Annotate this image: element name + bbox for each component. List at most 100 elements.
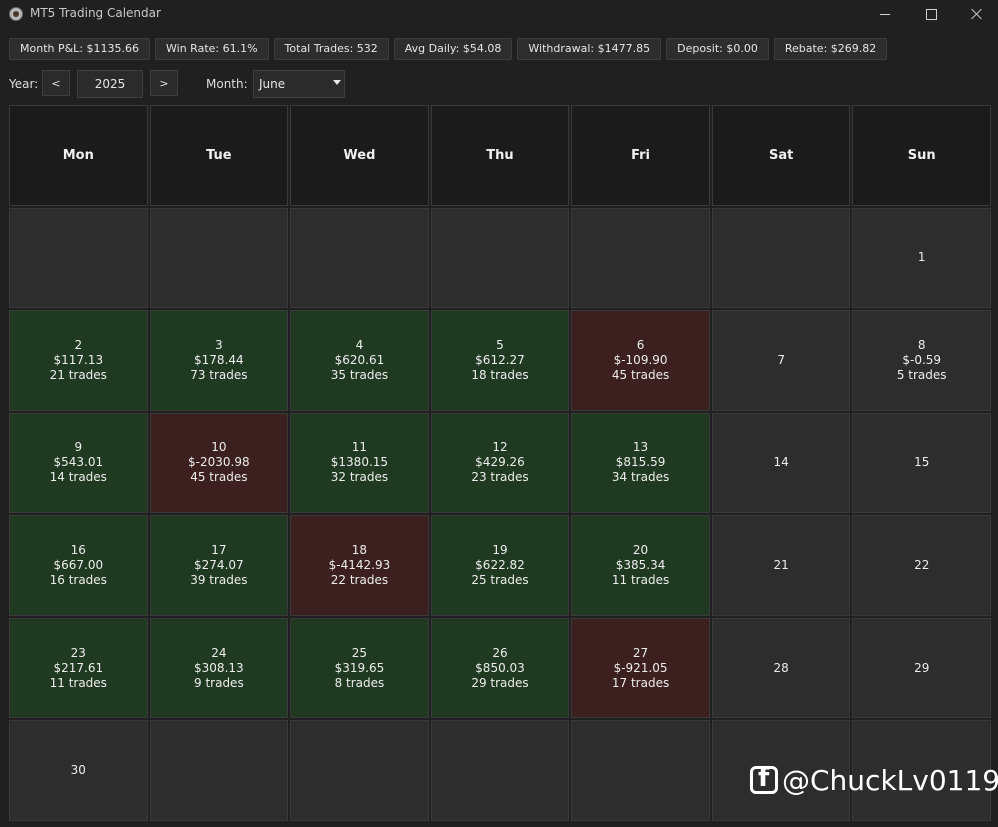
day-pnl: $667.00	[53, 558, 104, 573]
day-number: 15	[914, 455, 930, 470]
day-trades: 39 trades	[190, 573, 248, 588]
next-year-button[interactable]: >	[150, 70, 178, 96]
calendar-day-cell[interactable]: 13 $815.59 34 trades	[571, 412, 710, 514]
day-pnl: $274.07	[194, 558, 244, 573]
calendar-day-cell[interactable]: 3 $178.44 73 trades	[149, 310, 289, 411]
day-pnl: $-921.05	[613, 660, 668, 675]
day-pnl: $385.34	[615, 558, 666, 573]
day-pnl: $1380.15	[330, 455, 389, 470]
day-number: 2	[74, 337, 83, 352]
day-pnl: $-109.90	[613, 352, 668, 367]
year-input[interactable]: 2025	[77, 70, 143, 98]
day-trades: 29 trades	[471, 675, 529, 690]
calendar-day-cell[interactable]: 25 $319.65 8 trades	[290, 617, 429, 719]
prev-year-button[interactable]: <	[42, 70, 70, 96]
calendar-day-cell[interactable]: 16 $667.00 16 trades	[9, 515, 148, 616]
calendar-day-cell[interactable]: 26 $850.03 29 trades	[430, 617, 570, 719]
day-pnl: $429.26	[475, 455, 525, 470]
calendar-empty-cell	[430, 207, 570, 309]
day-trades: 32 trades	[330, 470, 389, 485]
stat-withdrawal: Withdrawal: $1477.85	[517, 38, 662, 60]
day-pnl: $620.61	[334, 352, 385, 367]
calendar-day-cell[interactable]: 7	[711, 310, 851, 411]
day-number: 5	[496, 337, 504, 352]
calendar-day-cell[interactable]: 24 $308.13 9 trades	[149, 617, 289, 719]
day-trades: 45 trades	[611, 367, 670, 382]
calendar-day-cell[interactable]: 8 $-0.59 5 trades	[852, 310, 991, 411]
day-trades: 17 trades	[611, 675, 670, 690]
month-select[interactable]: June	[253, 70, 345, 98]
close-icon	[971, 8, 983, 20]
day-number: 22	[914, 558, 930, 573]
day-number: 14	[773, 455, 789, 470]
calendar-empty-cell	[149, 207, 289, 309]
day-trades: 45 trades	[190, 470, 248, 485]
day-pnl: $117.13	[53, 352, 104, 367]
month-select-value: June	[259, 77, 286, 91]
weekday-header: Fri	[571, 105, 710, 206]
day-pnl: $612.27	[475, 352, 525, 367]
close-button[interactable]	[954, 0, 998, 28]
day-trades: 14 trades	[49, 470, 107, 485]
day-number: 23	[70, 645, 86, 660]
calendar-day-cell[interactable]: 12 $429.26 23 trades	[430, 412, 570, 514]
day-number: 9	[74, 440, 83, 455]
calendar-empty-cell	[852, 720, 991, 821]
weekday-header: Sat	[711, 105, 851, 206]
calendar-day-cell[interactable]: 23 $217.61 11 trades	[9, 617, 148, 719]
calendar-day-cell[interactable]: 2 $117.13 21 trades	[9, 310, 148, 411]
day-trades: 73 trades	[190, 367, 248, 382]
calendar-empty-cell	[290, 720, 429, 821]
day-number: 3	[215, 337, 223, 352]
calendar-day-cell[interactable]: 17 $274.07 39 trades	[149, 515, 289, 616]
day-pnl: $-0.59	[902, 352, 942, 367]
calendar-day-cell[interactable]: 20 $385.34 11 trades	[571, 515, 710, 616]
day-pnl: $308.13	[194, 660, 244, 675]
calendar-day-cell[interactable]: 15	[852, 412, 991, 514]
calendar-empty-cell	[430, 720, 570, 821]
day-trades: 23 trades	[471, 470, 529, 485]
day-number: 8	[917, 337, 926, 352]
calendar-day-cell[interactable]: 19 $622.82 25 trades	[430, 515, 570, 616]
window-title: MT5 Trading Calendar	[30, 6, 161, 20]
day-trades: 9 trades	[194, 675, 244, 690]
calendar-day-cell[interactable]: 4 $620.61 35 trades	[290, 310, 429, 411]
day-number: 10	[211, 440, 227, 455]
calendar-day-cell[interactable]: 5 $612.27 18 trades	[430, 310, 570, 411]
maximize-icon	[925, 8, 937, 20]
year-label: Year:	[9, 77, 39, 91]
day-number: 20	[632, 543, 649, 558]
day-trades: 11 trades	[611, 573, 670, 588]
day-number: 26	[492, 645, 508, 660]
calendar-day-cell[interactable]: 10 $-2030.98 45 trades	[149, 412, 289, 514]
stat-win-rate: Win Rate: 61.1%	[155, 38, 269, 60]
day-number: 27	[632, 645, 649, 660]
minimize-button[interactable]	[862, 0, 908, 28]
calendar-empty-cell	[290, 207, 429, 309]
day-pnl: $217.61	[53, 660, 104, 675]
day-number: 19	[492, 543, 508, 558]
calendar-day-cell[interactable]: 14	[711, 412, 851, 514]
stat-total-trades: Total Trades: 532	[273, 38, 389, 60]
day-number: 17	[211, 543, 227, 558]
calendar-day-cell[interactable]: 18 $-4142.93 22 trades	[290, 515, 429, 616]
calendar-day-cell[interactable]: 1	[852, 207, 991, 309]
calendar-day-cell[interactable]: 30	[9, 720, 148, 821]
day-number: 18	[351, 543, 368, 558]
calendar-day-cell[interactable]: 9 $543.01 14 trades	[9, 412, 148, 514]
calendar-day-cell[interactable]: 21	[711, 515, 851, 616]
day-pnl: $-2030.98	[188, 455, 250, 470]
calendar-day-cell[interactable]: 11 $1380.15 32 trades	[290, 412, 429, 514]
day-number: 29	[914, 660, 930, 675]
watermark: @ChuckLv0119	[750, 762, 998, 798]
calendar-day-cell[interactable]: 6 $-109.90 45 trades	[571, 310, 710, 411]
maximize-button[interactable]	[908, 0, 954, 28]
day-number: 13	[632, 440, 649, 455]
date-controls: Year: < 2025 > Month: June	[9, 70, 409, 98]
calendar-day-cell[interactable]: 22	[852, 515, 991, 616]
calendar-empty-cell	[9, 207, 148, 309]
calendar-day-cell[interactable]: 27 $-921.05 17 trades	[571, 617, 710, 719]
calendar-day-cell[interactable]: 28	[711, 617, 851, 719]
calendar-empty-cell	[711, 207, 851, 309]
calendar-day-cell[interactable]: 29	[852, 617, 991, 719]
